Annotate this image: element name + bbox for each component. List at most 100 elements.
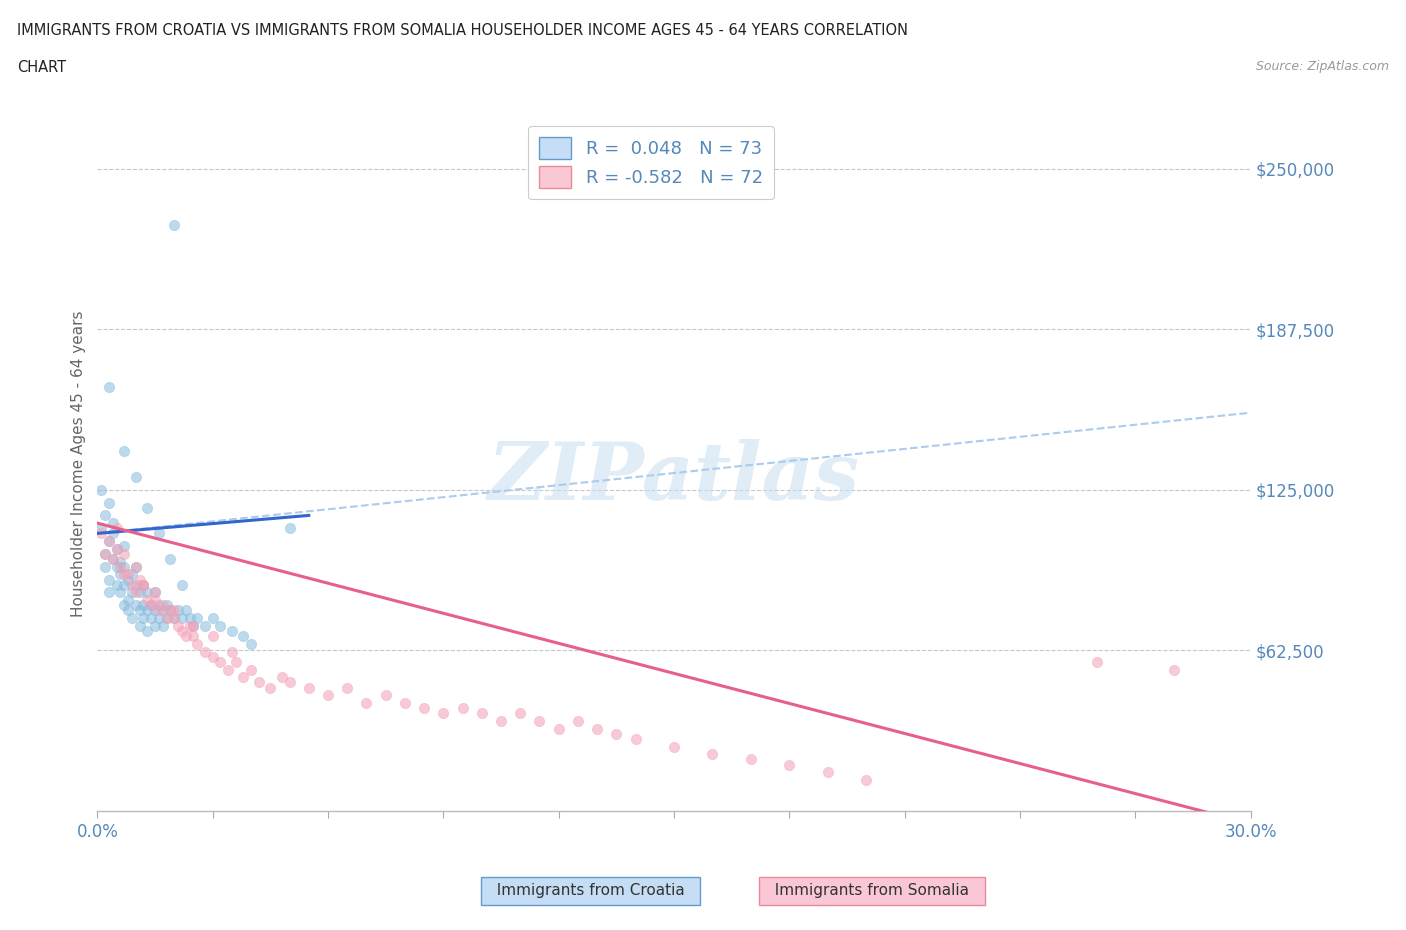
Point [152,618,174,633]
Point [90,521,112,536]
Point [143,592,166,607]
Point [143,603,166,618]
Point [101,515,124,530]
Point [662,739,685,754]
Point [121,585,143,600]
Point [112,567,135,582]
Point [186,611,208,626]
Point [183,618,205,633]
Point [509,706,531,721]
Text: Immigrants from Croatia: Immigrants from Croatia [486,884,695,898]
Point [148,598,170,613]
Point [413,700,436,715]
Point [125,559,148,574]
Point [94,547,117,562]
Point [136,623,159,638]
Point [240,662,263,677]
Point [125,470,148,485]
Point [471,706,494,721]
Text: CHART: CHART [17,60,66,75]
Point [148,611,170,626]
Point [567,713,589,728]
Point [152,598,174,613]
Point [855,773,877,788]
Point [105,541,128,556]
Point [143,585,166,600]
Point [148,526,170,541]
Point [247,675,270,690]
Point [179,618,201,633]
Point [194,618,217,633]
Point [136,603,159,618]
Point [605,726,627,741]
Point [97,572,120,587]
Point [90,483,112,498]
Point [152,603,174,618]
Point [356,696,378,711]
Point [121,611,143,626]
Point [141,611,163,626]
Point [94,559,117,574]
Point [97,585,120,600]
Point [97,495,120,510]
Point [186,636,208,651]
Point [112,598,135,613]
Point [110,567,132,582]
Point [489,713,512,728]
Point [136,500,159,515]
Point [117,603,139,618]
Point [232,629,254,644]
Point [97,534,120,549]
Point [97,534,120,549]
Point [163,611,186,626]
Point [702,747,724,762]
Point [547,721,569,736]
Point [159,603,181,618]
Point [201,629,224,644]
Point [90,526,112,541]
Point [125,559,148,574]
Point [97,379,120,394]
Point [117,592,139,607]
Point [624,731,647,746]
Point [117,567,139,582]
Point [179,611,201,626]
Point [298,680,321,695]
Point [121,578,143,592]
Point [105,559,128,574]
Point [155,611,177,626]
Point [101,551,124,566]
Point [136,592,159,607]
Point [740,752,762,767]
Point [125,578,148,592]
Point [1085,655,1108,670]
Point [174,603,197,618]
Point [132,578,155,592]
Point [1163,662,1185,677]
Point [529,713,551,728]
Point [159,551,181,566]
Point [201,611,224,626]
Point [316,688,339,703]
Point [132,611,155,626]
Point [201,649,224,664]
Point [209,618,232,633]
Point [167,618,190,633]
Point [143,618,166,633]
Point [183,629,205,644]
Point [159,603,181,618]
Point [132,598,155,613]
Point [105,578,128,592]
Point [163,218,186,232]
Point [101,551,124,566]
Point [148,603,170,618]
Point [167,603,190,618]
Point [432,706,454,721]
Point [374,688,396,703]
Point [170,611,193,626]
Point [240,636,263,651]
Point [278,675,301,690]
Point [110,559,132,574]
Point [170,623,193,638]
Point [112,547,135,562]
